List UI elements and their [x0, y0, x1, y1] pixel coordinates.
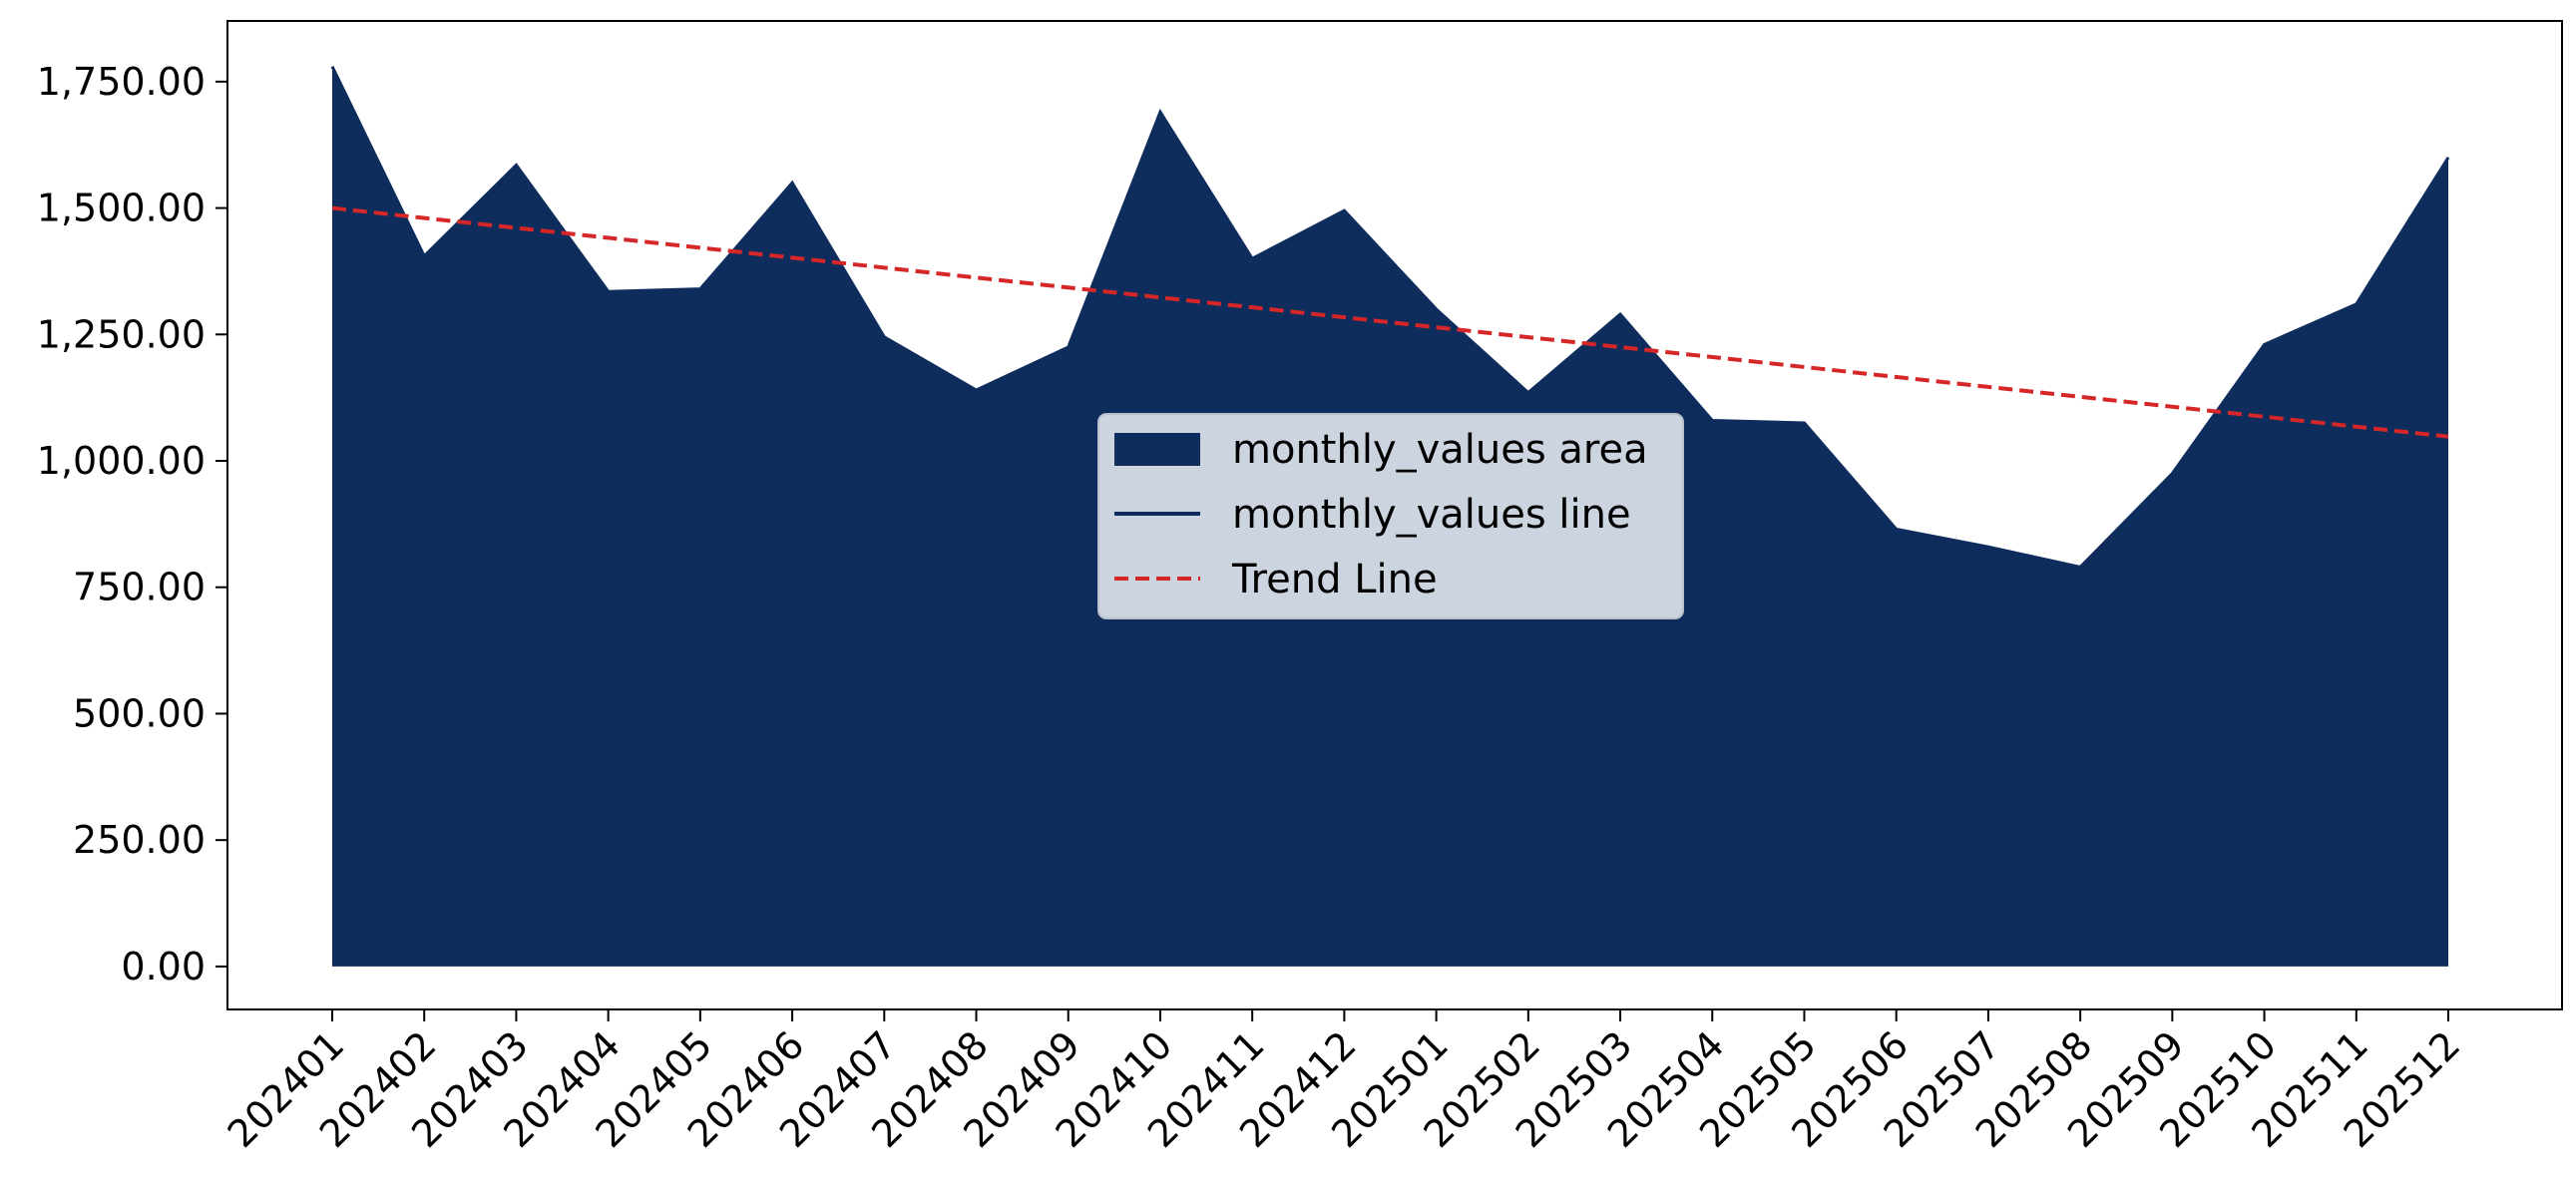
- legend-label-area: monthly_values area: [1232, 427, 1648, 473]
- legend: monthly_values area monthly_values line …: [1097, 413, 1684, 619]
- y-tick-label: 500.00: [73, 691, 206, 735]
- y-tick-label: 250.00: [73, 818, 206, 862]
- legend-label-line: monthly_values line: [1232, 492, 1631, 538]
- trend-layer: [331, 205, 2449, 439]
- legend-area-swatch: [1114, 433, 1200, 466]
- y-tick-label: 1,000.00: [37, 439, 206, 483]
- y-axis: 0.00 250.00 500.00 750.00 1,000.00 1,250.00 1,…: [37, 60, 227, 989]
- legend-label-trend: Trend Line: [1231, 557, 1438, 602]
- y-tick-label: 1,500.00: [37, 187, 206, 230]
- plot-frame: [226, 20, 2563, 1010]
- trend-line: [331, 205, 2449, 439]
- x-axis: 2024012024022024032024042024052024062024…: [219, 1009, 2468, 1156]
- y-tick-label: 0.00: [121, 945, 206, 989]
- y-tick-label: 750.00: [73, 566, 206, 609]
- y-tick-label: 1,250.00: [37, 312, 206, 356]
- legend-box: [1097, 413, 1684, 619]
- line-layer: [330, 65, 2450, 570]
- y-tick-label: 1,750.00: [37, 60, 206, 104]
- line-series: [330, 65, 2450, 570]
